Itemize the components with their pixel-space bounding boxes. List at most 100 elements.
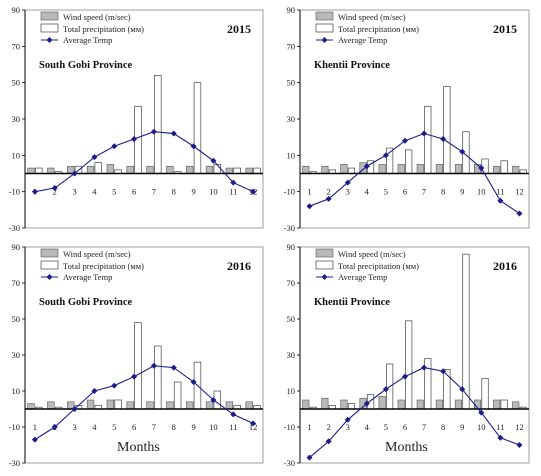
- temp-point: [421, 130, 428, 137]
- precip-bar: [154, 75, 162, 174]
- y-tick-label: -10: [9, 187, 20, 197]
- temp-point: [71, 170, 78, 177]
- wind-bar: [205, 401, 214, 410]
- legend-temp-marker: [46, 37, 53, 43]
- temp-point: [421, 364, 428, 371]
- plot-frame: [24, 9, 264, 229]
- temp-point: [250, 188, 257, 195]
- legend-wind-swatch: [40, 11, 59, 21]
- temp-point: [401, 137, 408, 144]
- temp-point: [91, 154, 98, 161]
- temp-point: [497, 434, 504, 441]
- y-tick-label: 50: [12, 78, 21, 88]
- wind-bar: [340, 164, 348, 174]
- precip-bar: [347, 403, 356, 410]
- x-tick-label: 2: [327, 422, 331, 432]
- temp-point: [230, 179, 237, 186]
- x-tick-label: 10: [209, 422, 218, 432]
- wind-bar: [321, 397, 329, 410]
- wind-bar: [245, 401, 253, 410]
- precip-bar: [347, 167, 356, 174]
- y-tick-label: -10: [284, 422, 295, 432]
- year-label: 2015: [227, 22, 251, 36]
- legend-temp-marker: [46, 274, 53, 280]
- temp-point: [190, 143, 197, 150]
- y-tick-label: 90: [287, 5, 296, 15]
- x-tick-label: 3: [72, 187, 76, 197]
- legend-temp-label: Average Temp: [338, 272, 387, 282]
- x-tick-label: 1: [33, 422, 37, 432]
- y-tick-label: 90: [12, 242, 21, 252]
- x-tick-label: 8: [172, 422, 176, 432]
- x-tick-label: 7: [152, 187, 156, 197]
- temp-point: [131, 135, 138, 142]
- legend-wind-label: Wind speed (m/sec): [338, 249, 406, 259]
- legend-precip-label: Total precipitation (мм): [63, 261, 144, 271]
- province-label: Khentii Province: [314, 297, 390, 308]
- y-tick-label: 70: [287, 278, 296, 288]
- temp-point: [306, 203, 313, 210]
- legend-precip-label: Total precipitation (мм): [63, 24, 144, 34]
- temp-point: [382, 152, 389, 159]
- legend-temp-label: Average Temp: [63, 35, 112, 45]
- y-tick-label: -30: [284, 223, 295, 233]
- y-tick-label: -30: [284, 458, 295, 468]
- legend-wind-label: Wind speed (m/sec): [63, 12, 131, 22]
- wind-bar: [47, 167, 55, 174]
- x-tick-label: 2: [53, 187, 57, 197]
- y-tick-label: 90: [287, 242, 296, 252]
- legend-precip-swatch: [315, 260, 334, 270]
- precip-bar: [193, 82, 202, 174]
- temp-point: [210, 157, 217, 164]
- x-tick-label: 11: [229, 187, 237, 197]
- x-tick-label: 11: [496, 187, 504, 197]
- x-tick-label: 1: [307, 187, 311, 197]
- y-tick-label: 70: [287, 41, 296, 51]
- precip-bar: [443, 85, 451, 174]
- wind-bar: [146, 401, 154, 410]
- x-tick-label: 8: [441, 187, 445, 197]
- y-tick-label: 10: [12, 386, 21, 396]
- wind-bar: [302, 165, 310, 174]
- wind-bar: [225, 167, 234, 174]
- wind-bar: [512, 401, 520, 410]
- wind-bar: [27, 403, 35, 410]
- temp-point: [51, 424, 58, 430]
- temp-point: [230, 411, 237, 418]
- legend-temp-label: Average Temp: [63, 272, 112, 282]
- precip-bar: [35, 167, 43, 174]
- wind-bar: [166, 165, 174, 174]
- wind-bar: [27, 167, 35, 174]
- legend-temp-label: Average Temp: [338, 35, 387, 45]
- wind-bar: [86, 165, 95, 174]
- temp-point: [170, 364, 177, 371]
- x-axis-label-right: Months: [385, 440, 428, 455]
- y-tick-label: 30: [287, 114, 296, 124]
- x-tick-label: 7: [422, 422, 426, 432]
- y-tick-label: 30: [287, 350, 296, 360]
- temp-point: [344, 416, 351, 423]
- y-tick-label: -30: [9, 458, 20, 468]
- y-tick-label: 50: [12, 314, 21, 324]
- temp-point: [91, 388, 98, 394]
- x-tick-label: 10: [477, 422, 486, 432]
- precip-bar: [94, 162, 103, 174]
- y-tick-label: 90: [12, 5, 21, 15]
- wind-bar: [512, 165, 520, 174]
- temp-point: [190, 379, 197, 385]
- y-tick-label: 30: [12, 350, 21, 360]
- wind-bar: [340, 399, 348, 410]
- temp-point: [344, 179, 351, 186]
- wind-bar: [146, 165, 154, 174]
- temp-point: [459, 386, 466, 393]
- wind-bar: [378, 396, 386, 410]
- precip-bar: [405, 320, 413, 410]
- x-tick-label: 6: [403, 422, 407, 432]
- temp-point: [363, 400, 370, 407]
- y-tick-label: -10: [284, 187, 295, 197]
- x-tick-label: 12: [249, 422, 258, 432]
- temp-point: [478, 409, 485, 416]
- y-tick-label: 50: [287, 314, 296, 324]
